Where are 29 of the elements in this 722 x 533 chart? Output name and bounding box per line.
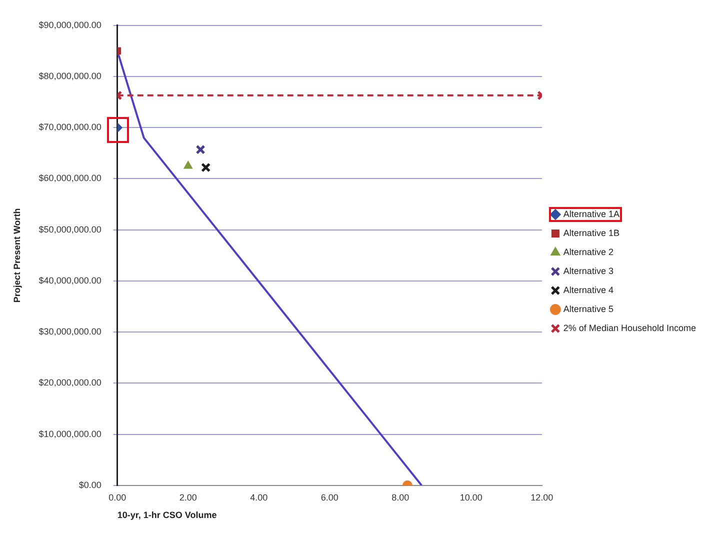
legend-label: Alternative 3 [563,266,614,276]
point [184,160,193,169]
y-tick-label: $40,000,000.00 [38,275,102,286]
x-tick-label: 10.00 [460,492,482,502]
x-tick-label: 12.00 [530,492,554,502]
y-tick-label: $50,000,000.00 [38,224,102,234]
legend-label: Alternative 5 [563,304,614,314]
legend-label: Alternative 4 [563,284,614,295]
x-tick-label: 6.00 [320,492,338,502]
x-tick-label: 0.00 [108,492,126,502]
point [196,144,206,154]
y-tick-label: $0.00 [78,480,102,490]
x-axis-title: 10-yr, 1-hr CSO Volume [117,510,217,520]
x-tick-label: 8.00 [392,492,410,502]
x-tick-label: 2.00 [179,492,197,502]
y-tick-label: $70,000,000.00 [38,122,102,132]
x-tick-label: 4.00 [250,492,268,502]
y-tick-label: $60,000,000.00 [38,173,102,184]
y-tick-label: $30,000,000.00 [38,326,102,337]
y-tick-label: $90,000,000.00 [38,20,102,30]
legend-label: Alternative 1A [563,208,620,219]
y-tick-label: $20,000,000.00 [38,378,102,388]
point [201,162,211,172]
legend-label: Alternative 1B [563,228,620,238]
y-tick-label: $80,000,000.00 [38,70,102,81]
y-axis-title: Project Present Worth [12,208,22,303]
legend-label: 2% of Median Household Income [563,322,696,333]
y-tick-label: $10,000,000.00 [38,428,102,439]
legend-label: Alternative 2 [563,246,614,257]
